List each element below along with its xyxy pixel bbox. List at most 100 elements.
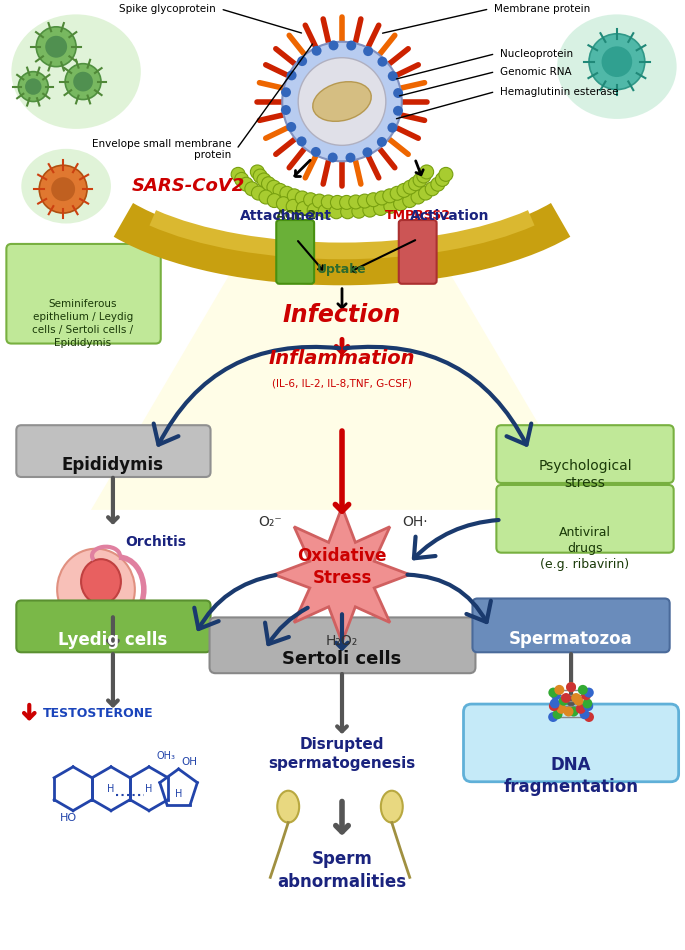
Circle shape (307, 203, 321, 218)
Circle shape (347, 41, 356, 50)
Text: Seminiferous
epithelium / Leydig
cells / Sertoli cells /
Epididymis: Seminiferous epithelium / Leydig cells /… (32, 298, 134, 349)
Text: Orchitis: Orchitis (125, 535, 186, 549)
Circle shape (576, 704, 586, 713)
Circle shape (566, 682, 576, 693)
FancyArrowPatch shape (265, 608, 308, 644)
Circle shape (297, 137, 307, 146)
Text: Disrupted
spermatogenesis: Disrupted spermatogenesis (269, 737, 416, 770)
Circle shape (340, 205, 355, 218)
FancyArrowPatch shape (195, 575, 275, 629)
Circle shape (231, 167, 245, 181)
Circle shape (550, 698, 560, 709)
Circle shape (280, 186, 294, 200)
Circle shape (584, 688, 594, 697)
Circle shape (329, 205, 343, 218)
Circle shape (25, 78, 42, 95)
Circle shape (311, 147, 321, 157)
Text: HO: HO (60, 812, 77, 823)
Circle shape (362, 147, 373, 158)
FancyBboxPatch shape (497, 484, 673, 553)
Circle shape (408, 177, 423, 191)
Circle shape (358, 194, 372, 208)
Text: O₂⁻: O₂⁻ (258, 515, 282, 529)
Text: OH₃: OH₃ (157, 751, 175, 761)
Circle shape (282, 42, 402, 162)
Text: TESTOSTERONE: TESTOSTERONE (43, 707, 154, 719)
Circle shape (439, 167, 453, 181)
Text: ACE-2: ACE-2 (275, 209, 316, 222)
Circle shape (273, 183, 287, 198)
FancyBboxPatch shape (464, 704, 679, 782)
Ellipse shape (277, 790, 299, 823)
Circle shape (393, 105, 403, 116)
FancyBboxPatch shape (16, 426, 210, 477)
Ellipse shape (313, 82, 371, 122)
Circle shape (554, 685, 564, 694)
Ellipse shape (21, 149, 111, 223)
Circle shape (569, 707, 579, 716)
Text: Sertoli cells: Sertoli cells (282, 651, 401, 668)
FancyBboxPatch shape (6, 244, 161, 344)
Circle shape (298, 58, 386, 145)
Circle shape (403, 180, 417, 194)
Circle shape (297, 201, 310, 216)
Circle shape (257, 173, 271, 187)
FancyArrowPatch shape (153, 347, 339, 445)
FancyArrowPatch shape (345, 347, 532, 445)
Circle shape (413, 173, 427, 187)
Text: H₂O₂: H₂O₂ (326, 635, 358, 648)
Text: (IL-6, IL-2, IL-8,TNF, G-CSF): (IL-6, IL-2, IL-8,TNF, G-CSF) (272, 378, 412, 389)
Circle shape (388, 123, 397, 133)
Circle shape (397, 183, 411, 198)
Ellipse shape (557, 14, 677, 119)
Circle shape (582, 698, 593, 709)
Circle shape (436, 172, 449, 186)
Text: Activation: Activation (410, 209, 489, 223)
Circle shape (65, 64, 101, 100)
Text: Uptake: Uptake (317, 263, 366, 276)
Circle shape (36, 27, 76, 66)
Circle shape (253, 169, 267, 183)
Circle shape (551, 691, 561, 700)
Circle shape (561, 693, 571, 703)
Circle shape (377, 137, 387, 147)
Text: OH: OH (182, 757, 197, 767)
Circle shape (431, 178, 445, 191)
FancyArrowPatch shape (414, 520, 499, 559)
Text: Inflammation: Inflammation (269, 349, 415, 368)
Circle shape (425, 181, 439, 196)
Text: Attachment: Attachment (240, 209, 332, 223)
Text: Spermatozoa: Spermatozoa (509, 631, 633, 648)
Circle shape (388, 71, 398, 81)
Text: H: H (145, 784, 153, 793)
Text: Oxidative
Stress: Oxidative Stress (297, 546, 387, 587)
Text: Hemaglutinin esterase: Hemaglutinin esterase (500, 86, 619, 97)
FancyBboxPatch shape (16, 600, 210, 653)
Polygon shape (91, 256, 589, 510)
Text: Genomic RNA: Genomic RNA (500, 66, 572, 77)
Circle shape (601, 47, 632, 77)
Circle shape (312, 194, 326, 208)
FancyBboxPatch shape (399, 220, 436, 284)
Circle shape (375, 191, 389, 205)
Circle shape (18, 71, 48, 102)
Circle shape (286, 200, 300, 214)
Text: H: H (175, 788, 182, 799)
Text: Infection: Infection (283, 303, 401, 327)
Circle shape (352, 204, 366, 218)
Circle shape (340, 196, 353, 209)
Circle shape (349, 195, 362, 209)
Text: Spike glycoprotein: Spike glycoprotein (119, 4, 216, 14)
Ellipse shape (381, 790, 403, 823)
Circle shape (571, 693, 581, 703)
Circle shape (549, 688, 558, 697)
Circle shape (366, 193, 380, 207)
FancyBboxPatch shape (276, 220, 314, 284)
Circle shape (549, 701, 559, 712)
Circle shape (281, 87, 291, 97)
Polygon shape (274, 507, 410, 642)
Circle shape (345, 153, 356, 162)
Circle shape (251, 186, 265, 200)
Text: SARS-CoV2: SARS-CoV2 (132, 178, 245, 195)
Circle shape (548, 712, 558, 722)
